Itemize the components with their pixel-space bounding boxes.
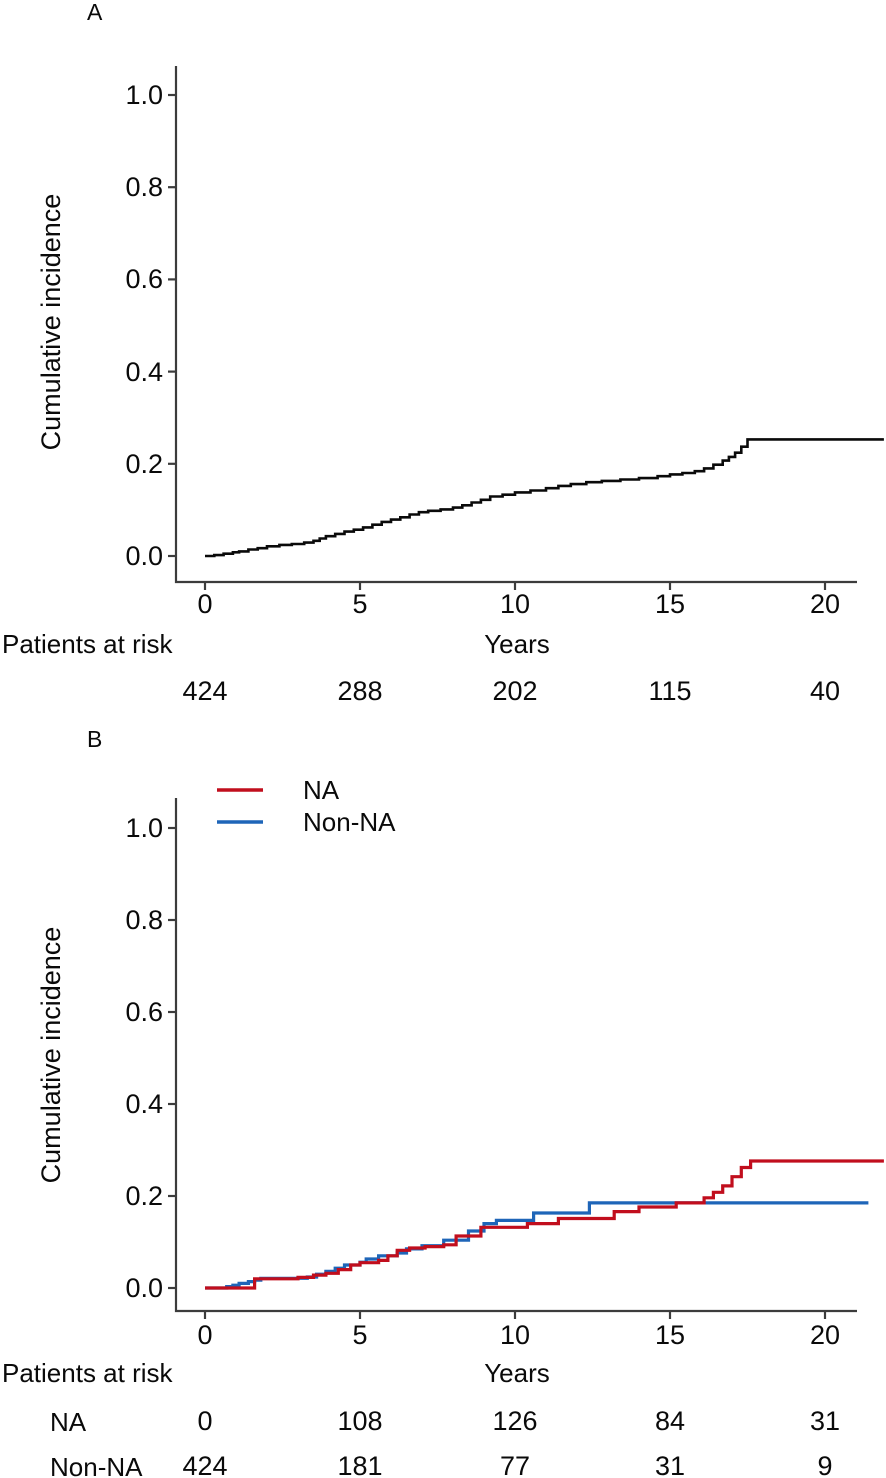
panel-b-y-tick-label: 0.4 [125,1089,163,1119]
panel-a-patients-at-risk-label: Patients at risk [2,629,173,659]
legend-label-non-na: Non-NA [303,807,396,837]
panel-b-label: B [87,726,103,752]
risk-row-label-na: NA [50,1407,87,1437]
panel-b-risk-count-non-na: 424 [182,1451,228,1478]
panel-b-risk-count-na: 108 [337,1406,383,1436]
panel-b-x-tick-label: 10 [499,1320,531,1350]
panel-b-y-tick-label: 0.2 [125,1181,163,1211]
panel-a-curve [205,438,884,558]
panel-b-y-tick-label: 1.0 [125,813,163,843]
risk-row-label-non-na: Non-NA [50,1452,143,1478]
panel-a-x-tick-label: 0 [197,589,213,619]
panel-a-risk-count: 202 [492,676,538,706]
panel-a-x-axis-title: Years [484,629,550,659]
panel-b-risk-count-na: 31 [809,1406,841,1436]
panel-b-patients-at-risk-label: Patients at risk [2,1358,173,1388]
panel-a-label: A [87,0,103,25]
panel-a-risk-count: 288 [337,676,383,706]
panel-b-risk-count-na: 0 [197,1406,213,1436]
panel-a-y-tick-label: 0.4 [125,356,163,387]
panel-a-y-axis-title: Cumulative incidence [36,193,66,451]
panel-b-risk-count-non-na: 181 [337,1451,383,1478]
panel-b-x-tick-label: 5 [352,1320,368,1350]
panel-a-x-tick-label: 10 [499,589,531,619]
panel-b-y-tick-label: 0.8 [125,905,163,935]
panel-a-y-tick-label: 0.0 [125,541,163,571]
panel-b-y-axis-title: Cumulative incidence [36,926,66,1184]
panel-a-y-tick-label: 0.6 [125,264,163,295]
panel-a-risk-count: 424 [182,676,228,706]
panel-b-risk-count-na: 126 [492,1406,538,1436]
panel-b-curve-na [205,1159,884,1290]
panel-a-risk-count: 40 [809,676,841,706]
panel-b-y-tick-label: 0.0 [125,1273,163,1303]
panel-b-x-tick-label: 15 [654,1320,686,1350]
panel-a-y-tick-label: 0.2 [125,448,163,479]
panel-a-risk-count: 115 [648,676,692,706]
panel-b-risk-count-na: 84 [654,1406,686,1436]
panel-b-x-axis-title: Years [484,1358,550,1388]
panel-b-axes [174,798,857,1313]
panel-a-axes [174,66,857,584]
panel-b-x-tick-label: 20 [809,1320,841,1350]
panel-b-risk-count-non-na: 77 [499,1451,531,1478]
legend-label-na: NA [303,775,340,805]
panel-b-risk-count-non-na: 9 [817,1451,833,1478]
panel-b-y-tick-label: 0.6 [125,997,163,1027]
panel-b-curve-non-na [205,1201,869,1290]
panel-a-x-tick-label: 15 [654,589,686,619]
panel-b-x-tick-label: 0 [197,1320,213,1350]
panel-a-y-tick-label: 1.0 [125,80,163,110]
panel-a-x-tick-label: 5 [352,589,368,619]
panel-a-x-tick-label: 20 [809,589,841,619]
panel-b-risk-count-non-na: 31 [654,1451,686,1478]
panel-a-y-tick-label: 0.8 [125,172,163,203]
